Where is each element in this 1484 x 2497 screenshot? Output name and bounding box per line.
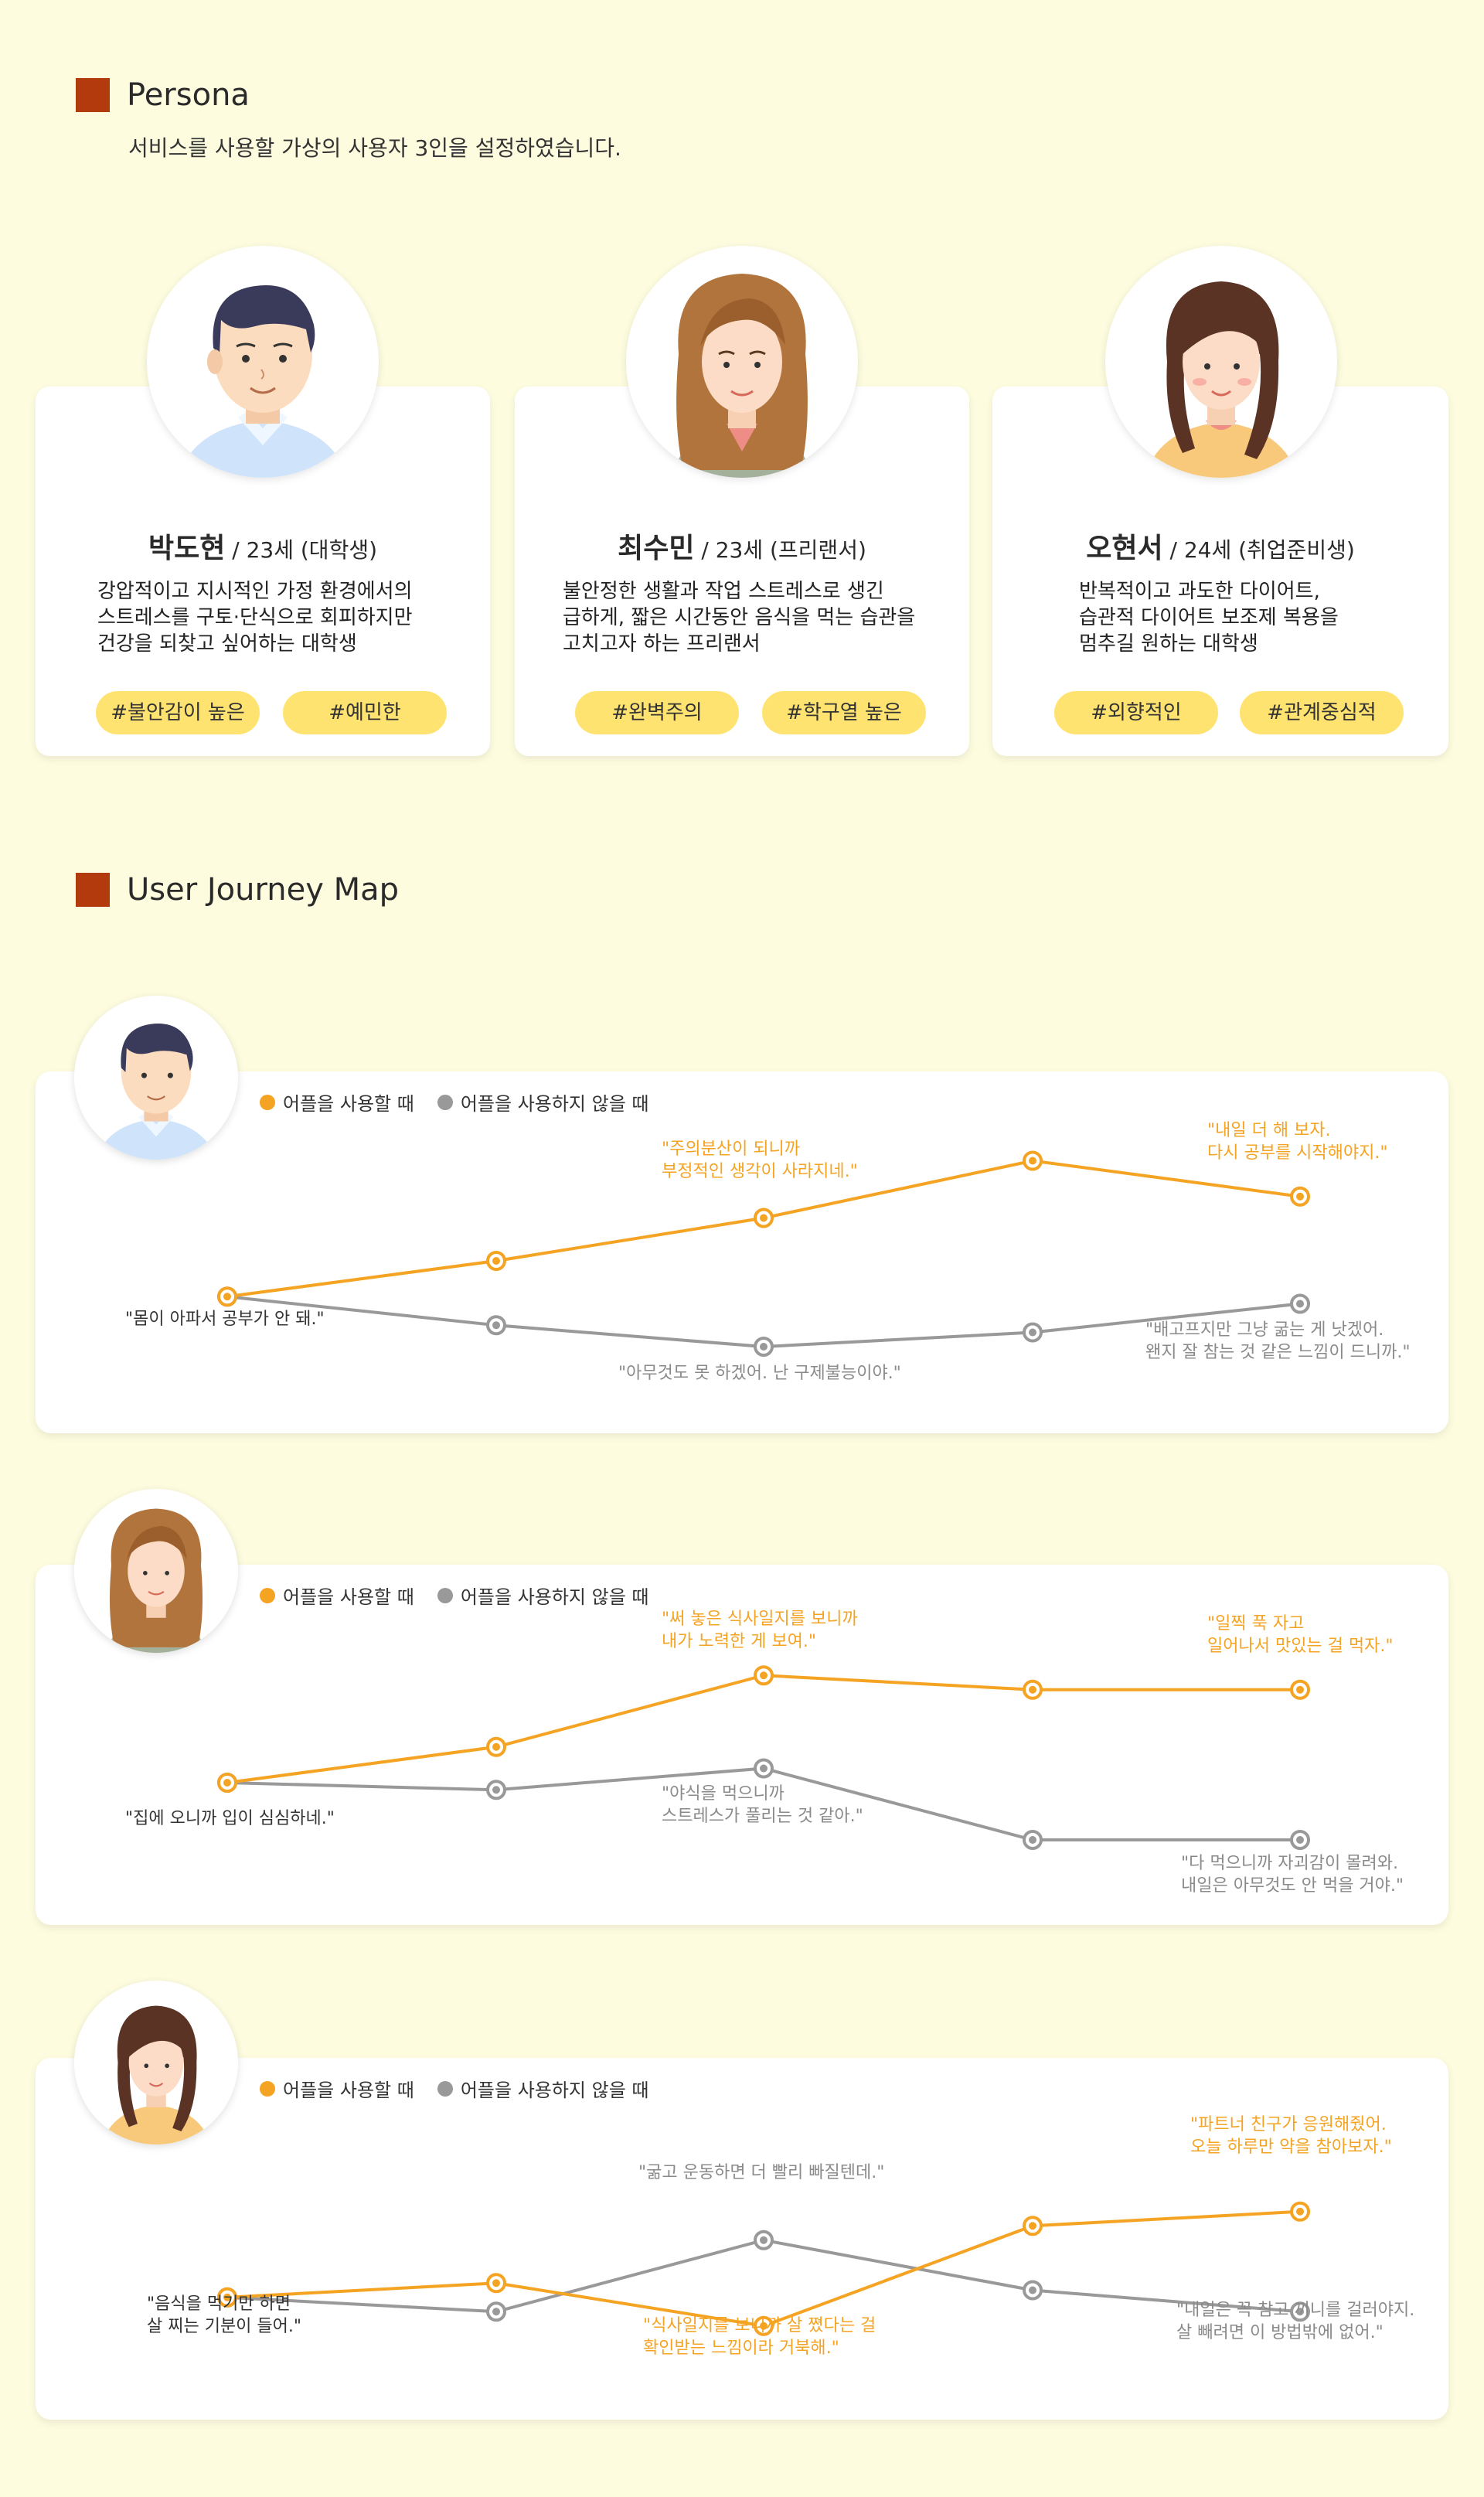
- data-point-core: [760, 1214, 768, 1222]
- persona-tag: #관계중심적: [1240, 691, 1404, 734]
- data-point-core: [492, 2308, 500, 2316]
- annotation-off-5: "다 먹으니까 자괴감이 몰려와. 내일은 아무것도 안 먹을 거야.": [1181, 1854, 1404, 1896]
- section-marker: [76, 873, 110, 907]
- persona-tag: #완벽주의: [575, 691, 739, 734]
- legend-label: 어플을 사용할 때: [283, 1586, 414, 1608]
- journey-card-2: 어플을 사용할 때 어플을 사용하지 않을 때 "집에 오니까 입이 심심하네.…: [36, 1565, 1448, 1925]
- annotation-off-3: "아무것도 못 하겠어. 난 구제불능이야.": [618, 1364, 901, 1383]
- data-point-core: [760, 1671, 768, 1680]
- series-line-on: [226, 2209, 1301, 2328]
- data-point-core: [1029, 1836, 1036, 1844]
- data-point-core: [1296, 1192, 1304, 1201]
- persona-name: 최수민: [618, 533, 695, 564]
- persona-description: 불안정한 생활과 작업 스트레스로 생긴 급하게, 짧은 시간동안 음식을 먹는…: [563, 580, 916, 656]
- data-point-core: [1029, 1157, 1036, 1165]
- data-point-core: [1296, 1300, 1304, 1308]
- data-point-core: [760, 1343, 768, 1351]
- journey-card-1: 어플을 사용할 때 어플을 사용하지 않을 때 "몸이 아파서 공부가 안 돼.…: [36, 1071, 1448, 1433]
- chart-legend: 어플을 사용할 때 어플을 사용하지 않을 때: [260, 1088, 672, 1116]
- journey-avatar-female-long: [74, 1981, 238, 2144]
- data-point-core: [760, 2236, 768, 2244]
- chart-legend: 어플을 사용할 때 어플을 사용하지 않을 때: [260, 2075, 672, 2102]
- data-point-core: [1029, 1685, 1036, 1694]
- journey-header: User Journey Map: [76, 872, 399, 908]
- data-point-core: [492, 2279, 500, 2287]
- data-point-core: [492, 1321, 500, 1330]
- persona-title: Persona: [127, 77, 250, 113]
- data-point-core: [1296, 2207, 1304, 2216]
- persona-tag: #학구열 높은: [762, 691, 926, 734]
- chart-legend: 어플을 사용할 때 어플을 사용하지 않을 때: [260, 1582, 672, 1609]
- annotation-off-3: "야식을 먹으니까 스트레스가 풀리는 것 같아.": [662, 1784, 863, 1826]
- persona-subtitle: 서비스를 사용할 가상의 사용자 3인을 설정하였습니다.: [128, 135, 621, 161]
- data-point-core: [1296, 1685, 1304, 1694]
- persona-tag: #불안감이 높은: [96, 691, 260, 734]
- annotation-start: "집에 오니까 입이 심심하네.": [125, 1809, 335, 1828]
- data-point-core: [1029, 1328, 1036, 1337]
- persona-description: 강압적이고 지시적인 가정 환경에서의 스트레스를 구토·단식으로 회피하지만 …: [97, 580, 413, 656]
- data-point-core: [492, 1742, 500, 1751]
- annotation-on-5: "파트너 친구가 응원해줬어. 오늘 하루만 약을 참아보자.": [1190, 2115, 1392, 2157]
- data-point-core: [492, 1786, 500, 1794]
- data-point-core: [223, 1293, 231, 1301]
- legend-label: 어플을 사용할 때: [283, 2080, 414, 2101]
- annotation-start: "음식을 먹기만 하면 살 찌는 기분이 들어.": [147, 2294, 302, 2336]
- data-point-core: [1296, 2308, 1304, 2316]
- persona-tag: #예민한: [283, 691, 447, 734]
- journey-chart-3: [217, 2201, 1310, 2336]
- data-point-core: [760, 1764, 768, 1773]
- data-point-core: [492, 1257, 500, 1265]
- legend-label: 어플을 사용하지 않을 때: [460, 1093, 649, 1115]
- persona-header: Persona: [76, 77, 250, 113]
- journey-chart-1: [217, 1150, 1310, 1357]
- persona-info: / 23세 (프리랜서): [694, 537, 866, 563]
- annotation-off-5: "배고프지만 그냥 굶는 게 낫겠어. 왠지 잘 참는 것 같은 느낌이 드니까…: [1145, 1320, 1411, 1362]
- journey-avatar-male: [74, 996, 238, 1160]
- legend-swatch-off: [437, 1587, 453, 1603]
- data-point-core: [223, 1779, 231, 1787]
- annotation-start: "몸이 아파서 공부가 안 돼.": [125, 1310, 325, 1329]
- avatar-female-long: [1105, 246, 1337, 478]
- persona-info: / 24세 (취업준비생): [1162, 537, 1355, 563]
- legend-swatch-on: [260, 1094, 275, 1110]
- avatar-female-curly: [626, 246, 858, 478]
- data-point-core: [760, 2322, 768, 2330]
- data-point-core: [223, 2293, 231, 2301]
- series-line-off: [226, 2238, 1301, 2314]
- persona-name: 박도현: [148, 533, 226, 564]
- persona-tag: #외향적인: [1054, 691, 1218, 734]
- journey-card-3: 어플을 사용할 때 어플을 사용하지 않을 때 "음식을 먹기만 하면 살 찌는…: [36, 2058, 1448, 2420]
- legend-swatch-on: [260, 2080, 275, 2097]
- persona-card-2: 최수민 / 23세 (프리랜서) 불안정한 생활과 작업 스트레스로 생긴 급하…: [515, 387, 969, 756]
- data-point-core: [1029, 2222, 1036, 2230]
- annotation-on-3: "써 놓은 식사일지를 보니까 내가 노력한 게 보여.": [662, 1610, 858, 1651]
- persona-card-3: 오현서 / 24세 (취업준비생) 반복적이고 과도한 다이어트, 습관적 다이…: [992, 387, 1448, 756]
- annotation-off-3: "굶고 운동하면 더 빨리 빠질텐데.": [638, 2163, 885, 2182]
- persona-name: 오현서: [1086, 533, 1163, 564]
- legend-label: 어플을 사용하지 않을 때: [460, 1586, 649, 1608]
- persona-description: 반복적이고 과도한 다이어트, 습관적 다이어트 보조제 복용을 멈추길 원하는…: [1079, 580, 1339, 656]
- journey-chart-2: [217, 1665, 1310, 1850]
- section-marker: [76, 78, 110, 112]
- legend-swatch-off: [437, 2080, 453, 2097]
- avatar-male: [147, 246, 379, 478]
- persona-info: / 23세 (대학생): [225, 537, 378, 563]
- annotation-on-3: "주의분산이 되니까 부정적인 생각이 사라지네.": [662, 1139, 858, 1181]
- annotation-off-5: "내일은 꼭 참고 끼니를 걸러야지. 살 빼려면 이 방법밖에 없어.": [1176, 2301, 1415, 2342]
- legend-swatch-on: [260, 1587, 275, 1603]
- data-point-core: [1029, 2286, 1036, 2294]
- journey-avatar-female-curly: [74, 1489, 238, 1653]
- legend-label: 어플을 사용할 때: [283, 1093, 414, 1115]
- data-point-core: [1296, 1836, 1304, 1844]
- legend-swatch-off: [437, 1094, 453, 1110]
- annotation-on-5: "내일 더 해 보자. 다시 공부를 시작해야지.": [1207, 1121, 1388, 1163]
- annotation-on-3: "식사일지를 보니까 살 쪘다는 걸 확인받는 느낌이라 거북해.": [643, 2316, 876, 2358]
- annotation-on-5: "일찍 푹 자고 일어나서 맛있는 걸 먹자.": [1207, 1614, 1394, 1656]
- legend-label: 어플을 사용하지 않을 때: [460, 2080, 649, 2101]
- journey-title: User Journey Map: [127, 872, 400, 908]
